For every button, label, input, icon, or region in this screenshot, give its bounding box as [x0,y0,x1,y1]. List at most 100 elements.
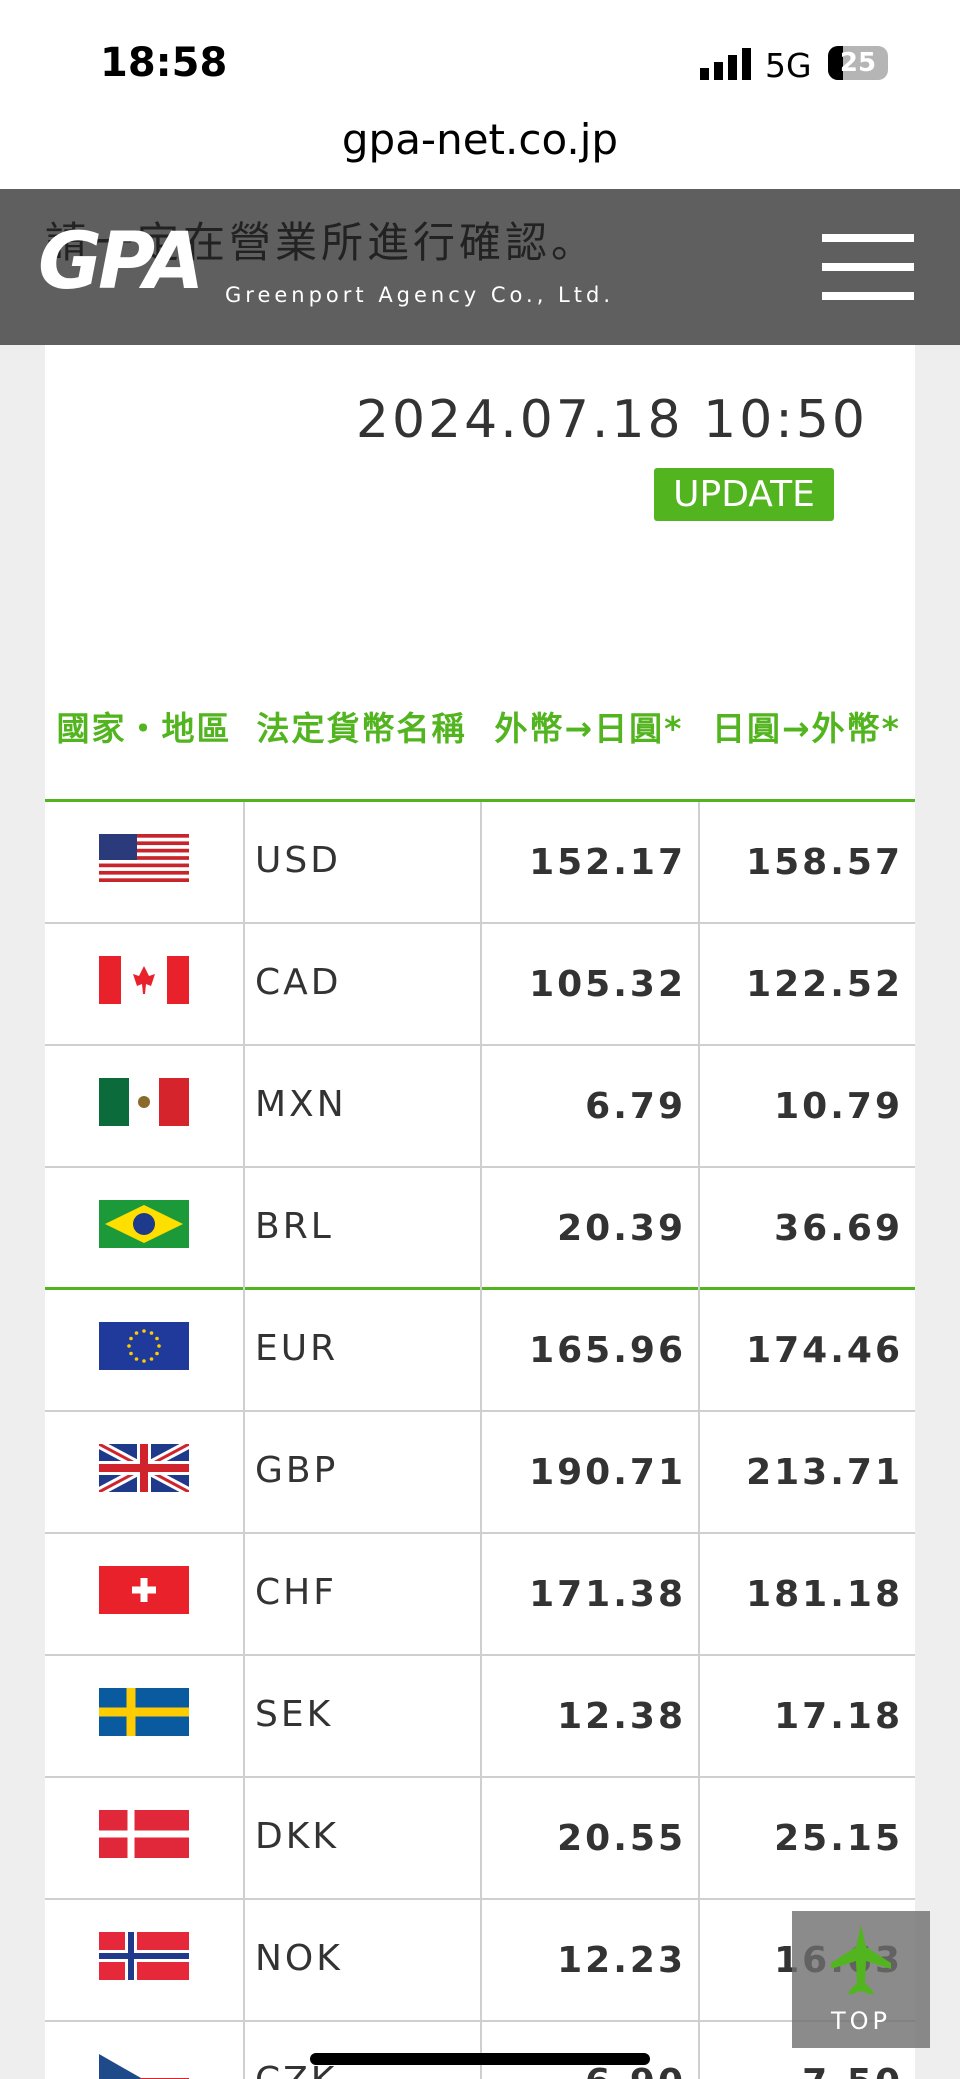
column-rule [480,1046,482,1168]
flag [99,1078,189,1126]
column-rule [698,1534,700,1656]
battery-level: 25 [839,48,877,78]
rate-value: 20.39 [557,1208,686,1249]
rate-value: 6.79 [585,1086,686,1127]
column-rule [480,924,482,1046]
flag [99,1932,189,1980]
flag [99,1444,189,1492]
rate-value: 174.46 [746,1330,903,1371]
column-rule [698,1656,700,1778]
rate-value: 7.50 [698,2062,903,2079]
column-rule [480,1656,482,1778]
column-rule [480,1290,482,1412]
flag [99,834,189,882]
notice: 請一定在營業所進行確認。 [45,218,598,267]
rate-value: 165.96 [529,1330,686,1371]
flag [99,1810,189,1858]
rate-value: 158.57 [746,842,903,883]
column-header: 法定貨幣名稱 [256,709,467,748]
column-rule [480,2022,482,2079]
rate-value: 12.23 [557,1940,686,1981]
column-rule [243,924,245,1046]
top-label: TOP [830,2007,892,2035]
flag [99,2054,189,2079]
column-rule [243,1778,245,1900]
currency-code: EUR [255,1328,339,1369]
rate-value: 213.71 [746,1452,903,1493]
signal-icon [700,48,751,80]
currency-code: DKK [255,1816,339,1857]
flag [99,1688,189,1736]
browser-chrome: 18:58 5G 25 gpa-net.co.jp [0,0,960,189]
column-rule [243,1046,245,1168]
column-rule [243,802,245,924]
battery: 25 [828,46,888,80]
column-rule [698,1046,700,1168]
currency-code: USD [255,840,341,881]
update-button[interactable]: UPDATE [654,468,834,521]
rate-value: 6.90 [480,2062,686,2079]
column-rule [480,1534,482,1656]
rate-panel: 2024.07.18 10:50 UPDATE 國家・地區 法定貨幣名稱 外幣→日圓… [45,345,915,2079]
rate-value: 190.71 [529,1452,686,1493]
currency-code: CHF [255,1572,337,1613]
rate-value: 36.69 [774,1208,903,1249]
plane-icon [831,1925,891,1995]
column-rule [698,1290,700,1412]
currency-code: GBP [255,1450,339,1491]
column-rule [698,802,700,924]
currency-code: SEK [255,1694,334,1735]
column-header: 外幣→日圓* [494,709,684,748]
column-rule [480,802,482,924]
header-rule [45,799,915,802]
rate-value: 152.17 [529,842,686,883]
column-rule [698,1168,700,1290]
flag [99,1322,189,1370]
url[interactable]: gpa-net.co.jp [341,115,619,164]
column-rule [243,1412,245,1534]
rate-value: 122.52 [746,964,903,1005]
column-rule [698,1412,700,1534]
rate-value: 12.38 [557,1696,686,1737]
logo[interactable]: GPA [38,217,204,307]
column-rule [243,1290,245,1412]
currency-code: BRL [255,1206,334,1247]
rate-table: 國家・地區 法定貨幣名稱 外幣→日圓* 日圓→外幣* USD 152.17 158.57 CA… [45,345,915,2079]
column-rule [698,924,700,1046]
column-rule [698,1778,700,1900]
clock: 18:58 [100,40,228,86]
column-rule [243,1534,245,1656]
column-rule [243,1656,245,1778]
currency-code: NOK [255,1938,343,1979]
column-header: 日圓→外幣* [712,709,901,748]
column-rule [698,2022,700,2079]
menu-button[interactable] [822,234,914,300]
home-indicator [310,2053,650,2065]
column-rule [480,1412,482,1534]
rate-value: 171.38 [529,1574,686,1615]
timestamp: 2024.07.18 10:50 [355,390,868,450]
column-header: 國家・地區 [56,709,232,748]
currency-code: CAD [255,962,342,1003]
rate-value: 20.55 [557,1818,686,1859]
column-rule [480,1900,482,2022]
column-rule [243,1168,245,1290]
rate-value: 105.32 [529,964,686,1005]
flag [99,956,189,1004]
network: 5G [765,46,812,85]
rate-value: 25.15 [774,1818,903,1859]
company-name: Greenport Agency Co., Ltd. [225,283,614,307]
currency-code: MXN [255,1084,347,1125]
column-rule [480,1168,482,1290]
column-rule [243,1900,245,2022]
column-rule [698,1900,700,2022]
rate-value: 17.18 [774,1696,903,1737]
site-header: 請一定在營業所進行確認。 GPA Greenport Agency Co., L… [0,189,960,345]
column-rule [243,2022,245,2079]
rate-value: 181.18 [746,1574,903,1615]
column-rule [480,1778,482,1900]
top-button[interactable]: TOP [792,1911,930,2048]
flag [99,1566,189,1614]
rate-value: 10.79 [774,1086,903,1127]
